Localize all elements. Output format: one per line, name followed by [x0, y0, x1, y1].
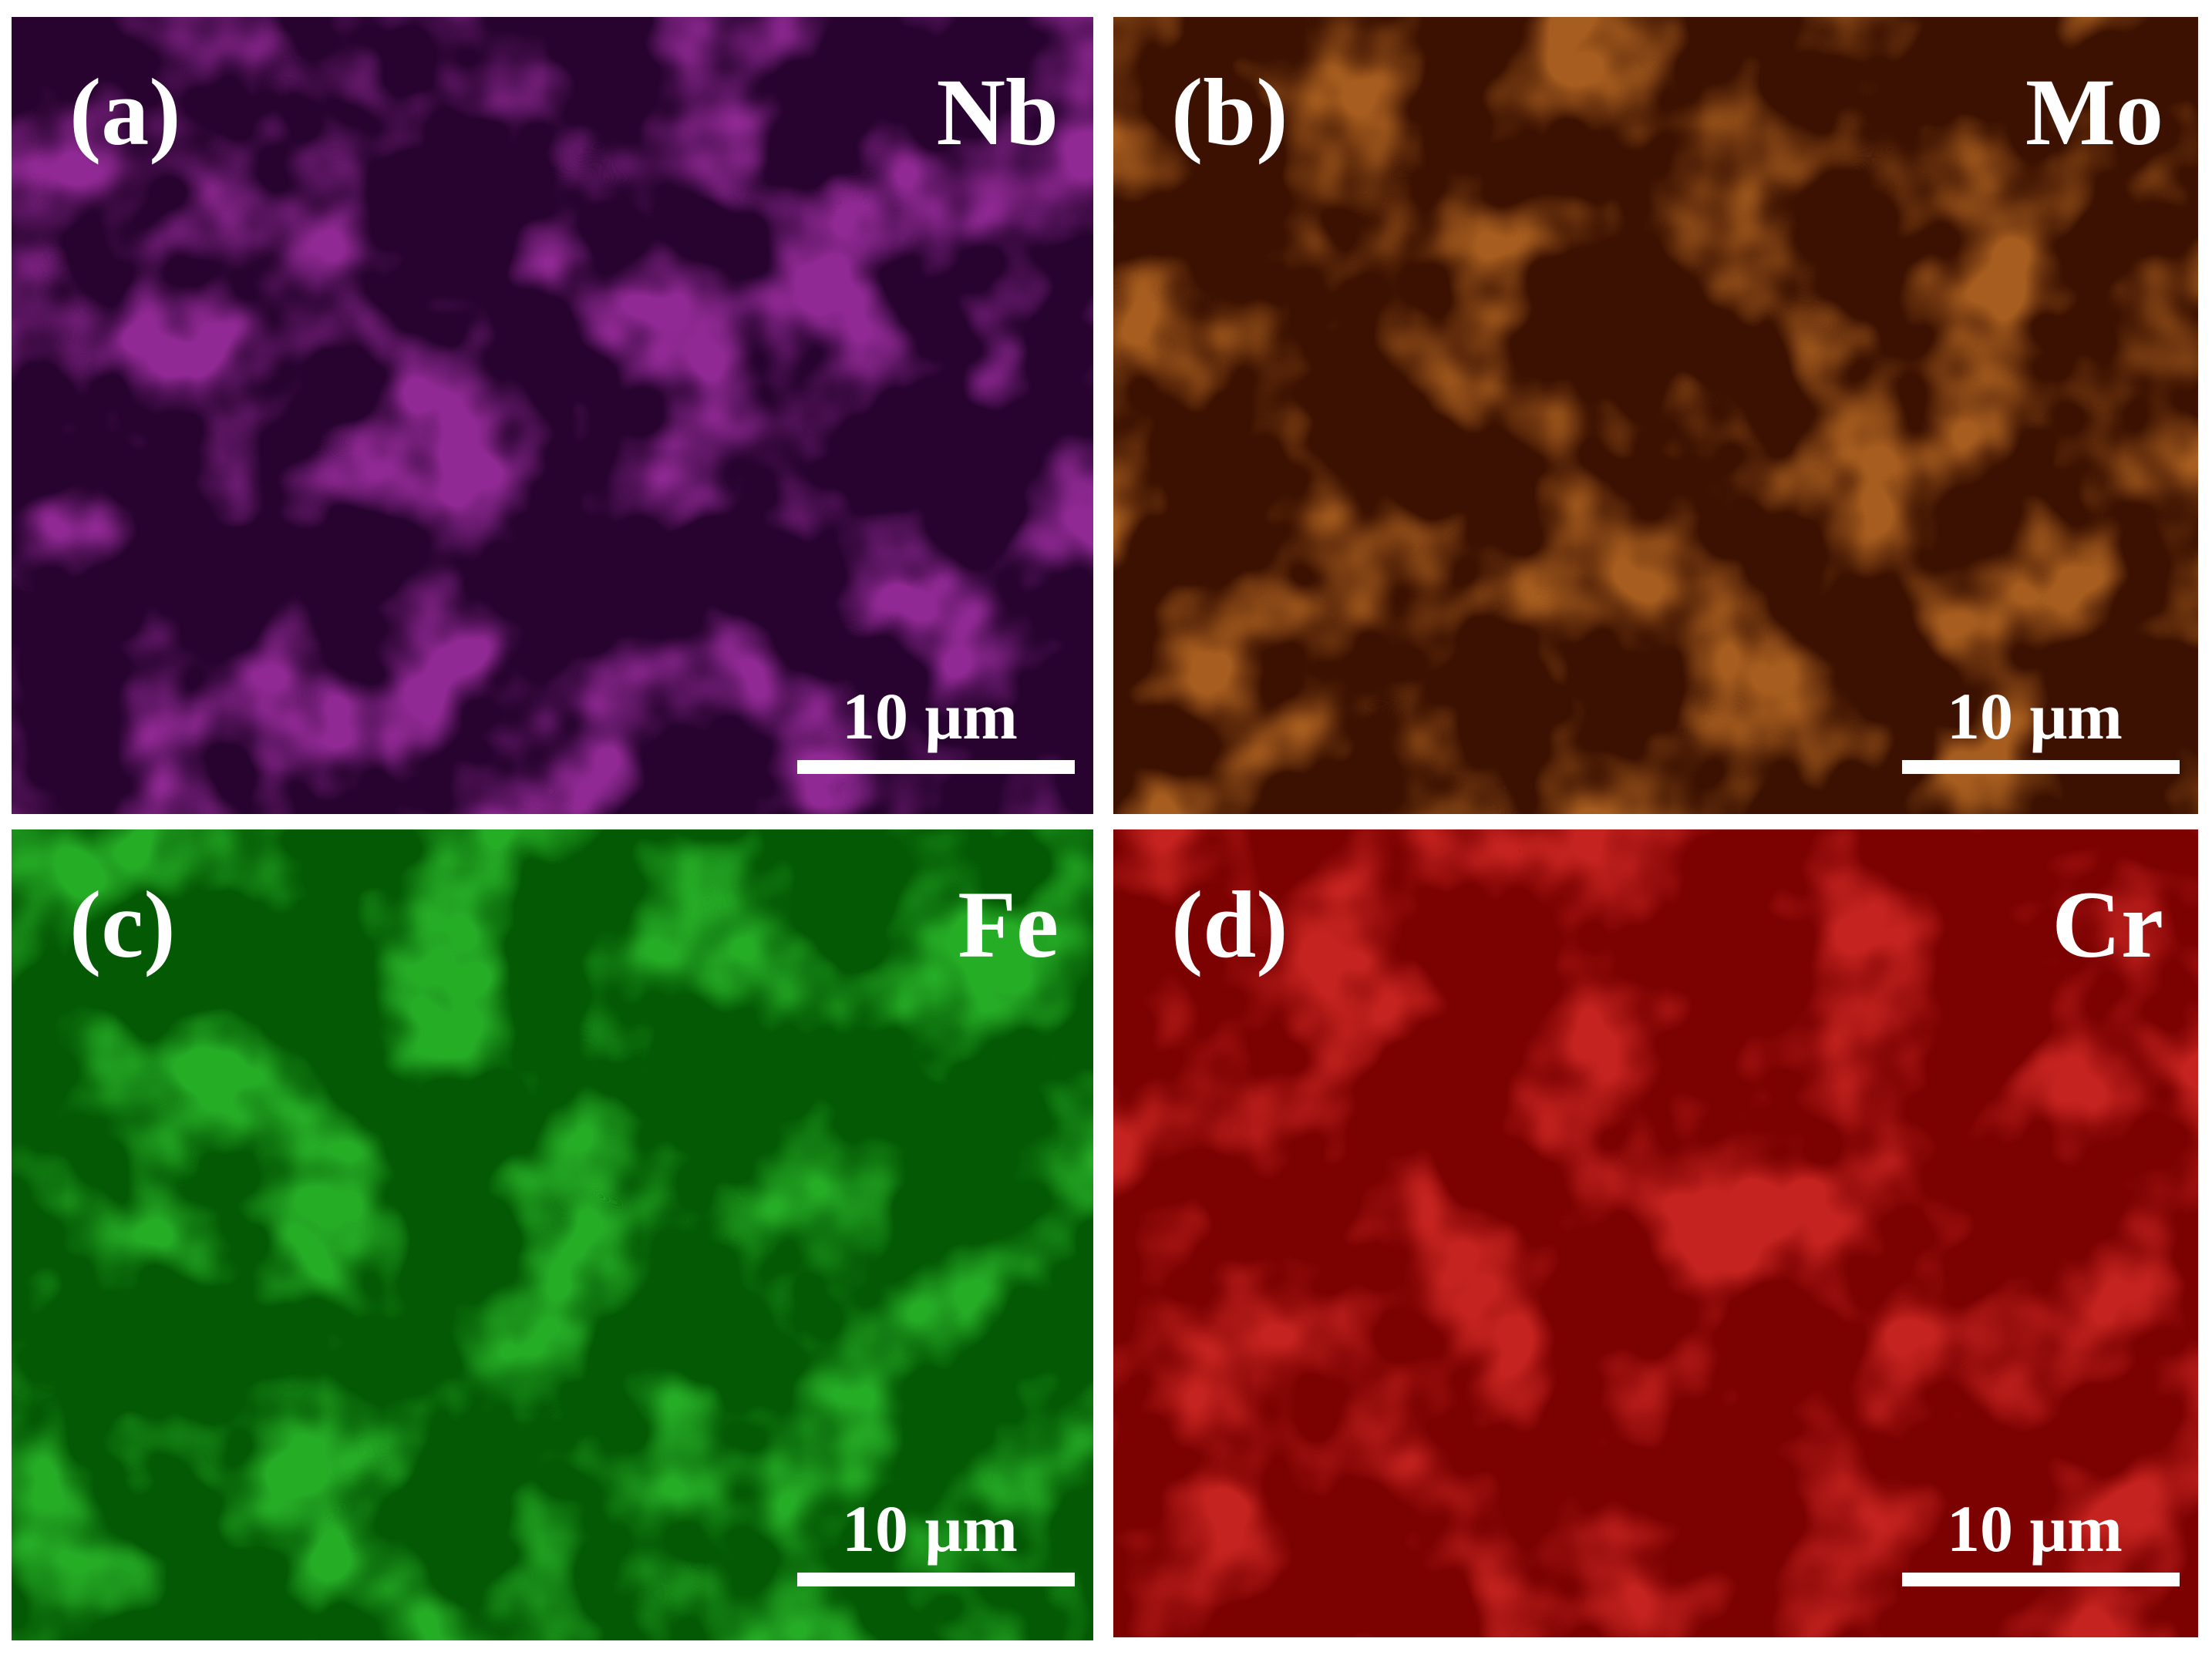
- panel-label: (a): [69, 59, 181, 165]
- map-tint: [12, 17, 1093, 814]
- map-panel: (b) Mo 10 μm: [1113, 17, 2198, 814]
- scale-bar-label: 10 μm: [1947, 1492, 2123, 1566]
- scale-bar: [1902, 1573, 2180, 1586]
- element-label: Mo: [2025, 59, 2163, 165]
- element-label: Fe: [958, 872, 1059, 977]
- element-label: Nb: [936, 59, 1059, 165]
- scale-bar: [797, 760, 1075, 774]
- map-tint: [12, 829, 1093, 1640]
- panel-label: (d): [1171, 872, 1288, 977]
- map-panel: (c) Fe 10 μm: [12, 829, 1093, 1640]
- scale-bar: [797, 1573, 1075, 1586]
- panel-label: (c): [69, 872, 176, 977]
- scale-bar: [1902, 760, 2180, 774]
- element-label: Cr: [2052, 872, 2163, 977]
- map-tint: [1113, 17, 2198, 814]
- scale-bar-label: 10 μm: [1947, 679, 2123, 753]
- scale-bar-label: 10 μm: [842, 1492, 1018, 1566]
- map-panel: (a) Nb 10 μm: [12, 17, 1093, 814]
- panel-label: (b): [1171, 59, 1288, 165]
- scale-bar-label: 10 μm: [842, 679, 1018, 753]
- map-tint: [1113, 829, 2198, 1637]
- map-panel: (d) Cr 10 μm: [1113, 829, 2198, 1637]
